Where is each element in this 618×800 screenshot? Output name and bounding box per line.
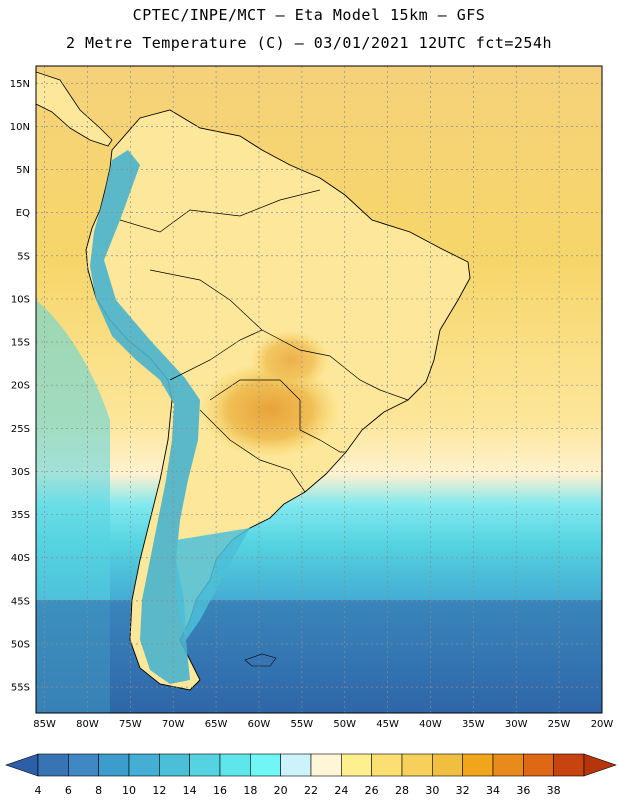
legend-swatch xyxy=(432,753,463,777)
border-bolivia-north xyxy=(169,329,263,381)
lon-tick-label: 35W xyxy=(462,719,485,730)
lon-tick-label: 65W xyxy=(205,719,228,730)
legend-value-label: 20 xyxy=(274,784,288,797)
legend-value-label: 10 xyxy=(122,784,136,797)
legend-swatch xyxy=(523,753,554,777)
legend-value-label: 16 xyxy=(213,784,227,797)
southern-cold-band xyxy=(36,600,602,713)
legend-swatch xyxy=(219,753,251,777)
legend-swatch xyxy=(462,753,494,777)
legend-swatch xyxy=(401,753,433,777)
lat-tick-label: 50S xyxy=(11,639,30,650)
lat-tick-label: 15S xyxy=(11,338,30,349)
andes-cold-band xyxy=(90,150,200,684)
legend-swatch xyxy=(492,753,524,777)
legend-value-label: 22 xyxy=(304,784,318,797)
lon-tick-label: 55W xyxy=(291,719,314,730)
map-frame-content xyxy=(36,66,602,713)
lon-tick-label: 50W xyxy=(333,719,356,730)
lat-tick-label: 10S xyxy=(11,294,30,305)
legend-value-label: 4 xyxy=(35,784,42,797)
legend-value-label: 14 xyxy=(183,784,197,797)
lon-tick-label: 45W xyxy=(376,719,399,730)
falkland-islands xyxy=(244,653,277,667)
country-borders xyxy=(119,189,409,493)
lon-tick-label: 80W xyxy=(76,719,99,730)
hot-interior-north xyxy=(250,330,330,390)
lon-tick-label: 85W xyxy=(33,719,56,730)
lat-tick-label: 15N xyxy=(10,79,30,90)
lon-tick-label: 75W xyxy=(119,719,142,730)
map-frame xyxy=(35,65,603,714)
legend-value-label: 12 xyxy=(152,784,166,797)
legend-value-label: 38 xyxy=(547,784,561,797)
lon-tick-label: 30W xyxy=(505,719,528,730)
lat-tick-label: 40S xyxy=(11,553,30,564)
legend-value-label: 36 xyxy=(516,784,530,797)
legend-swatch xyxy=(280,753,312,777)
legend-swatch xyxy=(98,753,130,777)
legend-value-label: 6 xyxy=(65,784,72,797)
legend-value-label: 8 xyxy=(95,784,102,797)
lon-tick-label: 60W xyxy=(248,719,271,730)
lon-tick-label: 20W xyxy=(591,719,614,730)
legend-swatch xyxy=(128,753,160,777)
border-colombia-brazil xyxy=(119,189,321,233)
legend-swatch xyxy=(189,753,221,777)
legend-value-label: 34 xyxy=(486,784,500,797)
legend-value-label: 24 xyxy=(334,784,348,797)
legend-arrow-low xyxy=(5,753,39,777)
lon-tick-label: 40W xyxy=(419,719,442,730)
lon-tick-label: 70W xyxy=(162,719,185,730)
lat-tick-label: 20S xyxy=(11,381,30,392)
legend-arrow-high xyxy=(583,753,617,777)
patagonia-cool xyxy=(176,528,250,640)
border-argentina-north xyxy=(199,409,306,493)
legend-value-label: 32 xyxy=(456,784,470,797)
legend-swatch xyxy=(159,753,190,777)
lat-tick-label: 5N xyxy=(16,165,30,176)
legend-value-label: 18 xyxy=(243,784,257,797)
legend-swatch xyxy=(341,753,372,777)
lat-tick-label: 35S xyxy=(11,510,30,521)
border-uruguay xyxy=(299,429,346,453)
lon-tick-label: 25W xyxy=(548,719,571,730)
lat-tick-label: 10N xyxy=(10,122,30,133)
legend-value-label: 30 xyxy=(425,784,439,797)
lat-tick-label: 5S xyxy=(17,251,30,262)
border-paraguay xyxy=(209,379,301,430)
title-line-2: 2 Metre Temperature (C) – 03/01/2021 12U… xyxy=(65,34,553,52)
legend-swatch xyxy=(37,753,69,777)
legend-swatch xyxy=(553,753,585,777)
lat-tick-label: 25S xyxy=(11,424,30,435)
lat-tick-label: 45S xyxy=(11,596,30,607)
lat-tick-label: EQ xyxy=(16,208,30,219)
legend-swatch xyxy=(310,753,342,777)
border-peru-brazil xyxy=(149,269,331,357)
central-america xyxy=(36,71,113,147)
legend-swatch xyxy=(371,753,403,777)
longitude-labels: 85W 80W 75W 70W 65W 60W 55W 50W 45W 40W 35W 30W 25W 2… xyxy=(33,719,613,730)
latitude-labels: 15N 10N 5N EQ 5S 10S 15S 20S 25S 30S 35S 40S 45S 50S 5… xyxy=(10,79,30,694)
lat-tick-label: 30S xyxy=(11,467,30,478)
color-legend: 4 6 8 10 12 14 16 18 20 22 24 26 28 30 32 34 36 38 xyxy=(5,753,617,797)
legend-swatch xyxy=(68,753,99,777)
title-line-1: CPTEC/INPE/MCT – Eta Model 15km – GFS xyxy=(132,6,486,24)
legend-value-label: 26 xyxy=(365,784,379,797)
map-grid xyxy=(36,66,603,713)
legend-value-label: 28 xyxy=(395,784,409,797)
lat-tick-label: 55S xyxy=(11,683,30,694)
legend-swatch xyxy=(250,753,281,777)
border-brazil-states xyxy=(329,355,409,401)
